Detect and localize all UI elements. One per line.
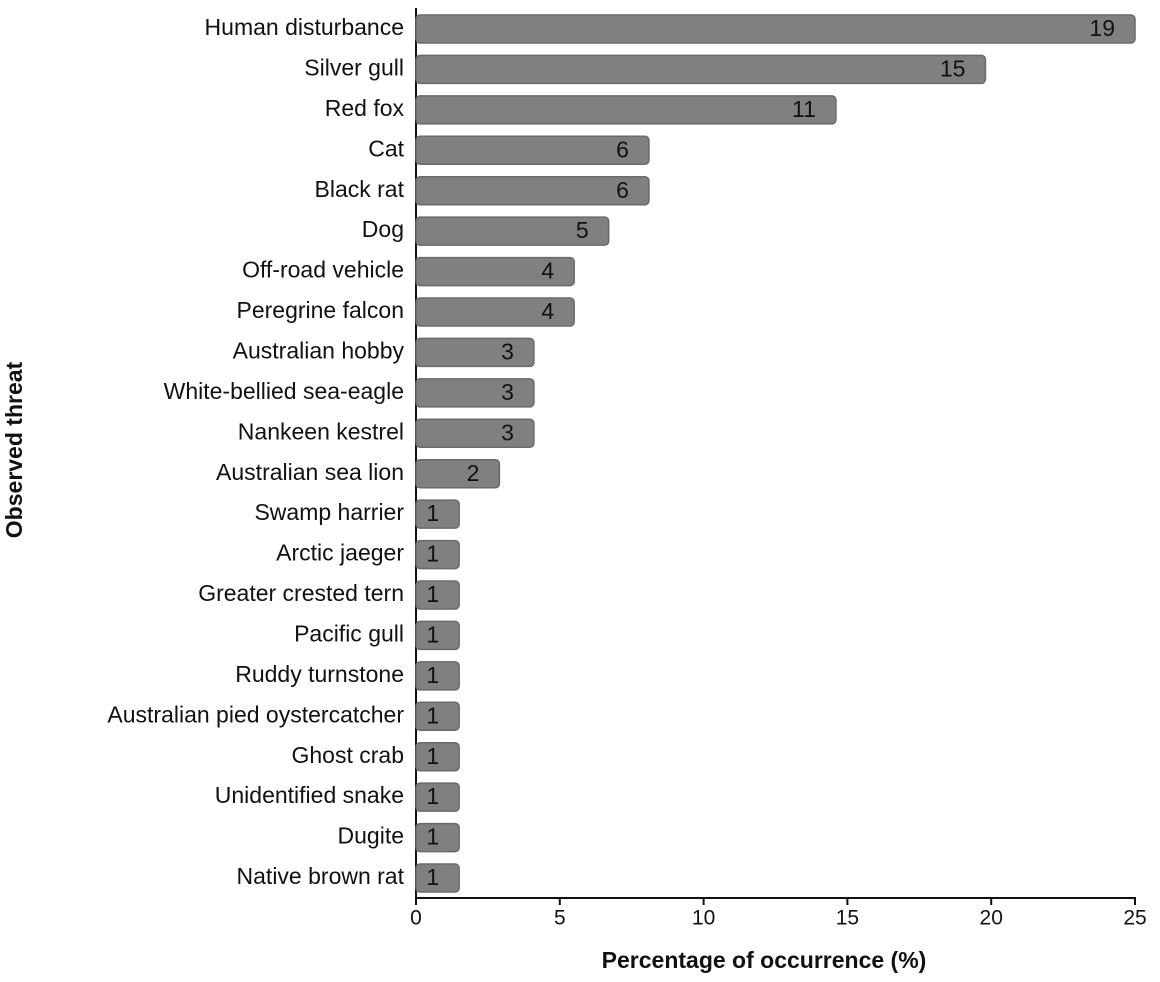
x-tick-label: 25 bbox=[1123, 907, 1146, 930]
bar bbox=[415, 297, 575, 327]
bar bbox=[415, 175, 650, 206]
bar bbox=[415, 54, 987, 85]
bar bbox=[415, 337, 535, 368]
y-tick-label: Red fox bbox=[325, 95, 405, 121]
x-tick-label: 0 bbox=[410, 907, 422, 930]
data-label: 1 bbox=[426, 622, 439, 648]
data-label: 5 bbox=[576, 217, 589, 243]
bar bbox=[415, 458, 501, 489]
y-tick-label: Greater crested tern bbox=[198, 580, 404, 606]
bar bbox=[415, 499, 460, 529]
y-tick-label: Nankeen kestrel bbox=[238, 418, 404, 444]
bar bbox=[415, 661, 460, 691]
x-tick-label: 5 bbox=[554, 907, 566, 930]
bar bbox=[415, 14, 1136, 44]
y-axis-title: Observed threat bbox=[1, 361, 27, 538]
bar bbox=[415, 580, 460, 610]
y-tick-label: Ghost crab bbox=[292, 742, 405, 768]
y-tick-label: Silver gull bbox=[304, 55, 404, 81]
data-label: 1 bbox=[426, 743, 439, 769]
y-tick-label: Native brown rat bbox=[237, 863, 405, 889]
bar bbox=[415, 256, 575, 287]
bar bbox=[415, 378, 535, 408]
bar bbox=[415, 539, 460, 570]
bar bbox=[415, 418, 535, 449]
bar bbox=[415, 782, 460, 812]
y-tick-label: Swamp harrier bbox=[254, 499, 404, 525]
x-axis-title: Percentage of occurrence (%) bbox=[602, 947, 927, 973]
y-tick-label: Ruddy turnstone bbox=[235, 661, 404, 687]
x-tick-label: 20 bbox=[980, 907, 1003, 930]
y-tick-label: Peregrine falcon bbox=[237, 297, 405, 323]
y-tick-label: Off-road vehicle bbox=[242, 257, 404, 283]
bar bbox=[415, 216, 610, 246]
y-tick-label: Unidentified snake bbox=[215, 782, 404, 808]
y-tick-label: Australian pied oystercatcher bbox=[107, 701, 404, 727]
y-tick-label: Black rat bbox=[315, 176, 405, 202]
bar bbox=[415, 741, 460, 772]
y-tick-label: Human disturbance bbox=[205, 14, 404, 40]
data-label: 19 bbox=[1089, 15, 1115, 41]
y-tick-label: Australian hobby bbox=[233, 338, 405, 364]
y-tick-label: Dugite bbox=[338, 823, 404, 849]
data-label: 11 bbox=[792, 96, 816, 122]
data-label: 2 bbox=[467, 460, 480, 486]
data-label: 1 bbox=[426, 662, 439, 688]
data-label: 1 bbox=[426, 541, 439, 567]
data-label: 3 bbox=[501, 339, 514, 365]
data-label: 1 bbox=[426, 702, 439, 728]
data-label: 1 bbox=[426, 783, 439, 809]
bar bbox=[415, 701, 460, 732]
data-label: 6 bbox=[616, 177, 629, 203]
data-label: 6 bbox=[616, 136, 629, 162]
data-label: 3 bbox=[501, 379, 514, 405]
x-tick-label: 10 bbox=[692, 907, 715, 930]
data-label: 15 bbox=[940, 56, 966, 82]
data-label: 1 bbox=[426, 824, 439, 850]
bar bbox=[415, 822, 460, 853]
data-label: 1 bbox=[426, 500, 439, 526]
data-label: 1 bbox=[426, 864, 439, 890]
bar bbox=[415, 620, 460, 651]
y-tick-label: Australian sea lion bbox=[216, 459, 404, 485]
y-tick-label: Dog bbox=[362, 216, 404, 242]
bar bbox=[415, 95, 837, 125]
data-label: 4 bbox=[541, 258, 554, 284]
data-label: 3 bbox=[501, 419, 514, 445]
data-label: 1 bbox=[426, 581, 439, 607]
y-tick-label: Arctic jaeger bbox=[276, 540, 404, 566]
y-tick-label: Pacific gull bbox=[294, 621, 404, 647]
y-tick-label: Cat bbox=[368, 135, 404, 161]
y-tick-label: White-bellied sea-eagle bbox=[164, 378, 404, 404]
bar bbox=[415, 135, 650, 166]
data-label: 4 bbox=[541, 298, 554, 324]
bar bbox=[415, 863, 460, 893]
x-tick-label: 15 bbox=[836, 907, 859, 930]
